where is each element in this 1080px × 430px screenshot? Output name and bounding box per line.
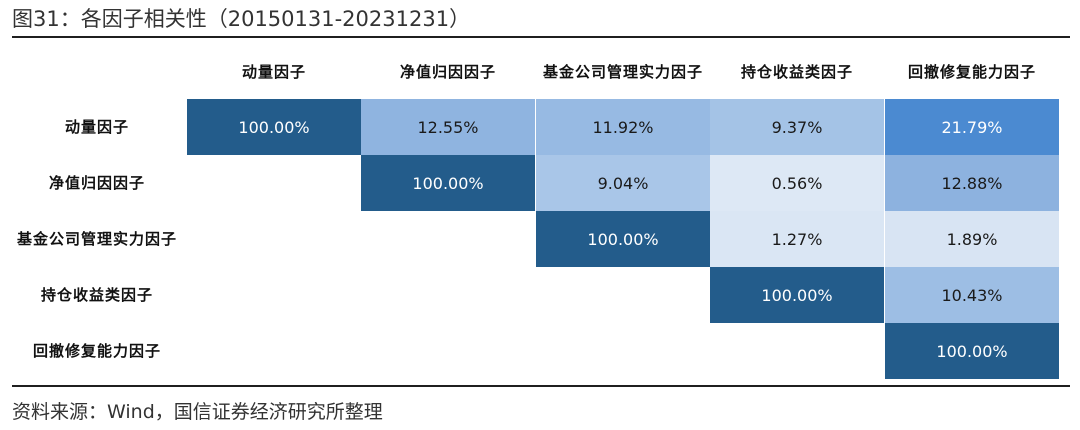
header-label-line: 基金公司管理实力 (542, 62, 671, 81)
header-label-line: 净值归因因子 (399, 62, 496, 81)
heatmap-cell: 100.00% (710, 267, 884, 323)
heatmap-cell: 9.04% (536, 155, 710, 211)
heatmap-cell: 100.00% (536, 211, 710, 267)
figure-title: 图31：各因子相关性（20150131-20231231） (12, 7, 471, 31)
header-label-line: 动量因子 (241, 62, 306, 81)
row-header: 基金公司管理实力 因子 (12, 211, 182, 267)
header-label-line: 回撤修复能力因子 (907, 62, 1036, 81)
row-header: 持仓收益类因子 (12, 267, 182, 323)
heatmap-cell: 0.56% (710, 155, 884, 211)
row-header: 回撤修复能力因子 (12, 323, 182, 379)
heatmap-cell: 1.27% (710, 211, 884, 267)
row-header: 动量因子 (12, 99, 182, 155)
bottom-rule (12, 385, 1070, 387)
column-header: 基金公司管理实力 因子 (536, 46, 710, 98)
heatmap-cell: 12.88% (885, 155, 1059, 211)
heatmap-cell: 10.43% (885, 267, 1059, 323)
header-label-line: 因子 (671, 62, 704, 81)
heatmap-cell: 1.89% (885, 211, 1059, 267)
header-label-line: 动量因子 (64, 117, 129, 136)
heatmap-cell: 9.37% (710, 99, 884, 155)
top-rule (12, 36, 1070, 38)
heatmap-cell: 100.00% (885, 323, 1059, 379)
header-label-line: 基金公司管理实力 (16, 229, 145, 248)
source-note: 资料来源：Wind，国信证券经济研究所整理 (12, 401, 383, 423)
header-label-line: 持仓收益类因子 (40, 285, 153, 304)
heatmap-cell: 21.79% (885, 99, 1059, 155)
heatmap-cell: 100.00% (361, 155, 535, 211)
column-header: 回撤修复能力因子 (885, 46, 1059, 98)
header-label-line: 持仓收益类因子 (740, 62, 853, 81)
row-header: 净值归因因子 (12, 155, 182, 211)
column-header: 净值归因因子 (361, 46, 535, 98)
header-label-line: 因子 (145, 229, 178, 248)
header-label-line: 回撤修复能力因子 (32, 341, 161, 360)
heatmap-cell: 12.55% (361, 99, 535, 155)
heatmap-cell: 11.92% (536, 99, 710, 155)
column-header: 动量因子 (187, 46, 361, 98)
heatmap-cell: 100.00% (187, 99, 361, 155)
header-label-line: 净值归因因子 (48, 173, 145, 192)
column-header: 持仓收益类因子 (710, 46, 884, 98)
